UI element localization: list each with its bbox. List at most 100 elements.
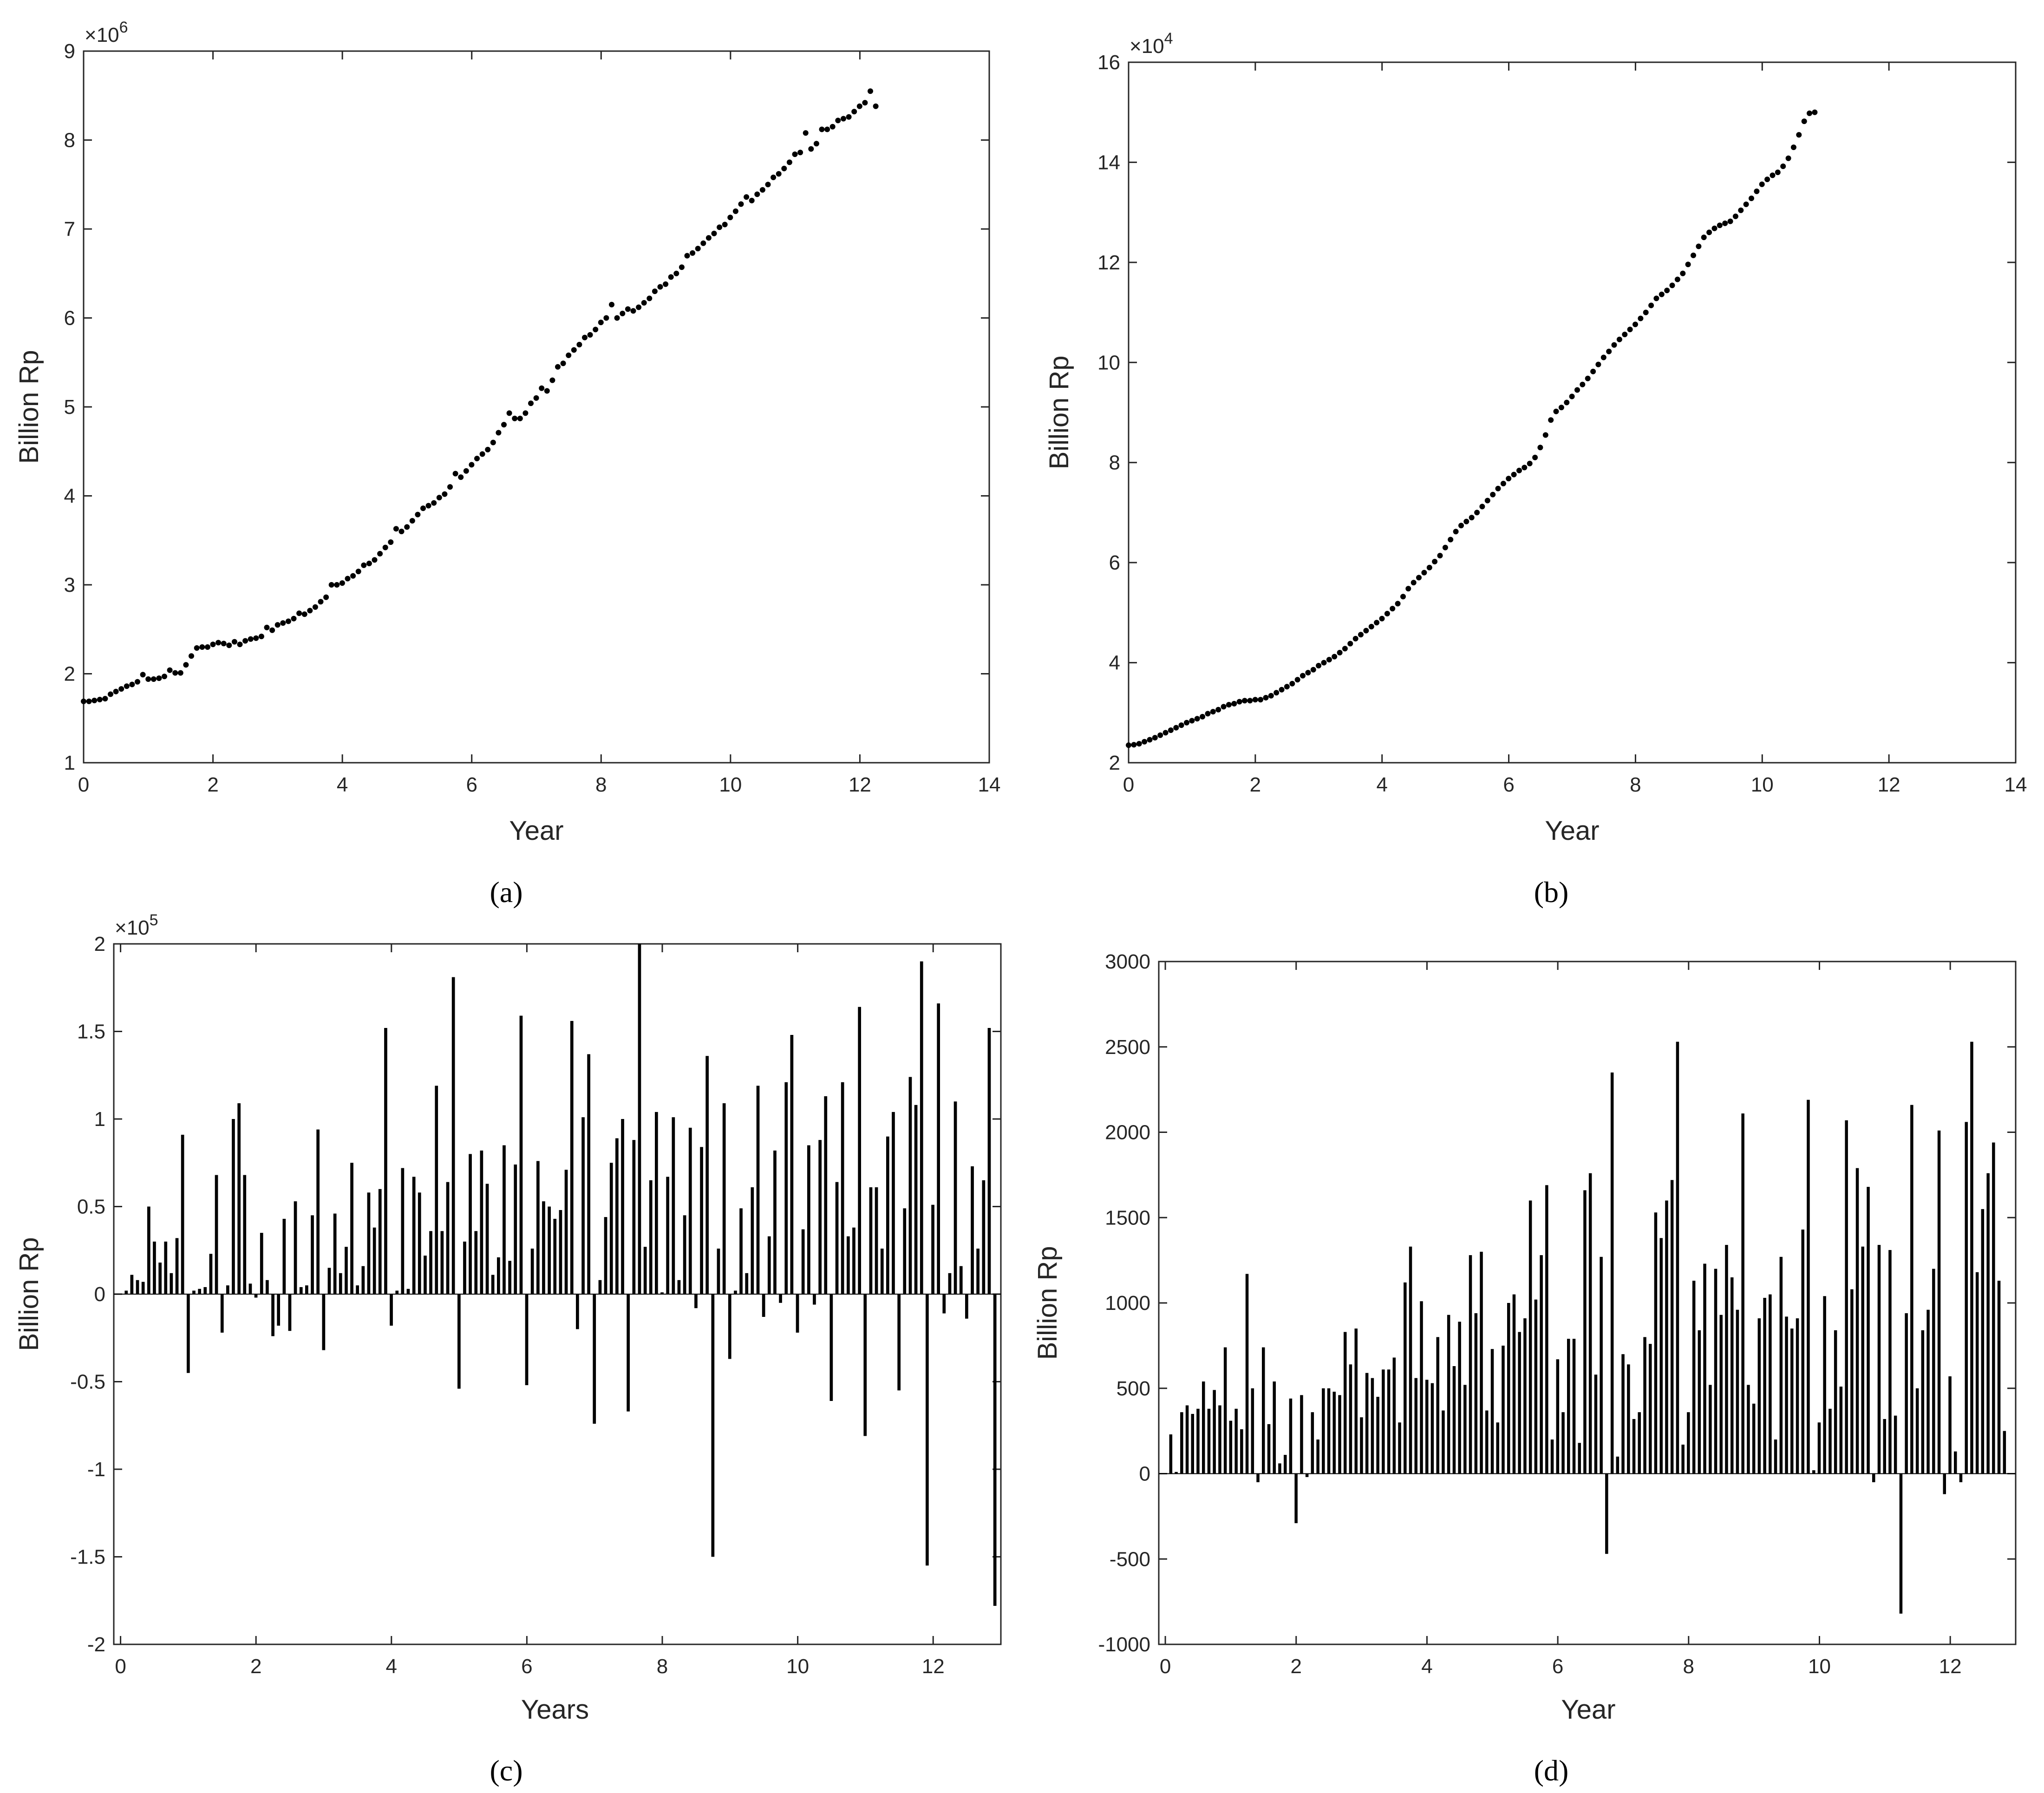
- bar: [660, 1292, 664, 1294]
- bar: [1621, 1354, 1625, 1474]
- data-point: [846, 114, 852, 120]
- bar: [1747, 1385, 1750, 1474]
- x-tick-label: 0: [78, 773, 89, 796]
- bar: [277, 1294, 280, 1326]
- data-point: [856, 103, 862, 109]
- panel-d: 0 2 4 6 8 10 12 -1000 -500 0 500 1000 1500 2000 2500 30…: [1032, 950, 2017, 1787]
- y-tick-label: -0.5: [70, 1371, 105, 1394]
- bar: [1240, 1429, 1243, 1474]
- plot-frame: [83, 50, 990, 764]
- bar: [1839, 1387, 1843, 1474]
- data-point: [366, 561, 372, 566]
- data-point: [717, 224, 723, 230]
- bar: [1975, 1272, 1979, 1474]
- bar: [232, 1119, 235, 1294]
- bar: [1899, 1473, 1903, 1614]
- data-point: [1479, 504, 1485, 510]
- data-point: [1807, 110, 1812, 116]
- data-point: [695, 246, 701, 252]
- data-point: [323, 594, 329, 600]
- bar: [1349, 1364, 1352, 1474]
- data-point: [280, 620, 286, 626]
- bar: [796, 1294, 799, 1333]
- data-point: [285, 618, 291, 624]
- bar: [875, 1187, 878, 1294]
- data-point: [1611, 342, 1617, 348]
- y-tick-label: 2: [94, 933, 105, 955]
- data-point: [81, 698, 86, 704]
- data-point: [544, 388, 550, 394]
- data-point: [140, 672, 146, 678]
- data-point: [1490, 491, 1496, 497]
- bar: [1518, 1332, 1521, 1474]
- data-point: [1142, 739, 1148, 745]
- bar: [824, 1096, 828, 1294]
- bar: [1507, 1303, 1510, 1474]
- bar: [1572, 1339, 1576, 1474]
- y-tick-label: 16: [1097, 51, 1120, 74]
- data-point: [156, 675, 162, 681]
- data-point: [824, 126, 830, 132]
- data-point: [1352, 635, 1358, 641]
- y-axis-label: Billion Rp: [14, 350, 44, 464]
- bar: [914, 1105, 918, 1294]
- data-point: [1347, 641, 1353, 647]
- data-point: [1659, 291, 1665, 297]
- exponent-label: ×106: [85, 19, 128, 46]
- bar: [959, 1266, 963, 1294]
- data-point: [469, 462, 475, 468]
- data-point: [258, 634, 264, 640]
- bar: [1490, 1349, 1494, 1474]
- bar: [440, 1231, 444, 1294]
- bar: [1382, 1369, 1385, 1474]
- bar: [1545, 1185, 1548, 1474]
- bar: [1785, 1316, 1788, 1474]
- bar: [1452, 1366, 1456, 1474]
- bar: [1289, 1398, 1293, 1474]
- data-point: [539, 385, 545, 391]
- exponent-power: 5: [150, 911, 158, 929]
- bar: [762, 1294, 765, 1317]
- bar: [457, 1294, 461, 1389]
- data-point: [150, 676, 157, 682]
- data-point: [1738, 207, 1744, 213]
- bar: [237, 1103, 241, 1294]
- data-point: [771, 174, 777, 180]
- data-point: [522, 410, 529, 416]
- data-point: [1236, 699, 1242, 705]
- data-point: [1564, 399, 1570, 406]
- panel-c: 0 2 4 6 8 10 12 -2 -1.5 -1 -0.5 0 0.5 1 1.5 2 Years Bil…: [14, 911, 1002, 1787]
- bar: [299, 1287, 303, 1294]
- data-point: [1743, 201, 1749, 207]
- data-point: [334, 582, 340, 588]
- bar: [976, 1249, 980, 1294]
- bar: [1986, 1173, 1990, 1474]
- y-tick-label: 8: [64, 129, 75, 152]
- bar: [756, 1086, 760, 1294]
- data-point: [458, 474, 464, 480]
- data-point: [1136, 741, 1142, 747]
- y-tick-label: 1500: [1105, 1206, 1150, 1229]
- bar: [1512, 1294, 1516, 1474]
- data-point: [167, 667, 173, 673]
- bar: [559, 1210, 562, 1294]
- x-tick-label: 8: [657, 1655, 668, 1678]
- x-tick-label: 14: [978, 773, 1001, 796]
- bar: [1294, 1473, 1298, 1524]
- bar: [1305, 1473, 1309, 1477]
- data-point: [496, 430, 502, 436]
- bar: [813, 1294, 816, 1305]
- bar: [1430, 1383, 1434, 1474]
- data-point: [1669, 282, 1675, 288]
- bar: [1736, 1309, 1739, 1474]
- data-point: [124, 683, 130, 689]
- data-point: [1332, 654, 1338, 660]
- bar: [243, 1175, 247, 1294]
- data-point: [1664, 288, 1670, 294]
- bar: [1654, 1212, 1658, 1474]
- x-tick-label: 4: [1421, 1655, 1432, 1678]
- bar: [1196, 1408, 1200, 1474]
- x-tick-label: 0: [115, 1655, 126, 1678]
